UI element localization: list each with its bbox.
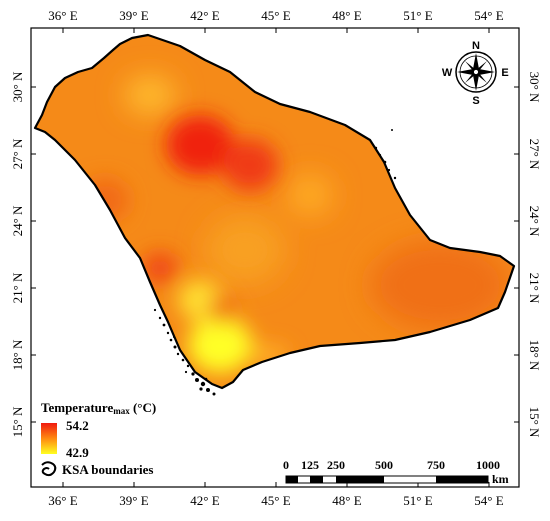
left-lat-label: 27° N xyxy=(10,138,25,169)
scale-label: 250 xyxy=(327,458,345,472)
right-lat-label: 18° N xyxy=(527,340,542,371)
bottom-lon-label: 39° E xyxy=(119,493,148,508)
left-lat-label: 24° N xyxy=(10,205,25,236)
boundary-symbol-icon xyxy=(41,461,57,477)
legend-color-ramp xyxy=(41,423,57,454)
bottom-lon-label: 36° E xyxy=(48,493,77,508)
bottom-lon-label: 51° E xyxy=(403,493,432,508)
compass-e: E xyxy=(501,67,508,79)
right-ticks xyxy=(514,86,519,423)
left-ticks xyxy=(31,86,36,423)
left-lat-label: 15° N xyxy=(10,406,25,437)
left-lat-label: 30° N xyxy=(10,71,25,102)
right-lat-label: 27° N xyxy=(527,139,542,170)
top-lon-label: 51° E xyxy=(403,8,432,23)
right-lat-label: 30° N xyxy=(527,72,542,103)
compass-s: S xyxy=(472,95,479,107)
compass-n: N xyxy=(472,40,480,52)
top-lon-label: 36° E xyxy=(48,8,77,23)
scale-bar: 0 125 250 500 750 1000 km xyxy=(283,458,509,486)
compass-rose: N S E W xyxy=(442,40,509,107)
right-lat-label: 15° N xyxy=(527,407,542,438)
scale-label: 125 xyxy=(301,458,319,472)
top-lon-label: 45° E xyxy=(261,8,290,23)
ksa-boundary xyxy=(33,33,516,390)
scale-label: 500 xyxy=(375,458,393,472)
top-ticks xyxy=(62,28,490,33)
legend-boundary-label: KSA boundaries xyxy=(62,462,153,477)
bottom-lon-label: 48° E xyxy=(332,493,361,508)
coastal-islands xyxy=(153,129,397,396)
legend-title-main: Temperature xyxy=(41,400,113,415)
bottom-lon-label: 54° E xyxy=(474,493,503,508)
compass-w: W xyxy=(442,67,453,79)
legend-min-value: 42.9 xyxy=(66,445,89,460)
scale-label: 750 xyxy=(427,458,445,472)
top-lon-label: 48° E xyxy=(332,8,361,23)
scale-label: 1000 xyxy=(476,458,500,472)
scale-unit: km xyxy=(492,472,509,486)
top-lon-label: 54° E xyxy=(474,8,503,23)
right-lat-label: 21° N xyxy=(527,273,542,304)
legend-title-sub: max xyxy=(113,406,130,416)
top-lon-label: 39° E xyxy=(119,8,148,23)
bottom-lon-label: 42° E xyxy=(190,493,219,508)
legend-title-unit: (°C) xyxy=(130,400,157,415)
legend: Temperaturemax (°C) 54.2 42.9 KSA bounda… xyxy=(41,400,156,477)
top-lon-label: 42° E xyxy=(190,8,219,23)
legend-max-value: 54.2 xyxy=(66,418,89,433)
right-lat-label: 24° N xyxy=(527,206,542,237)
scale-label: 0 xyxy=(283,458,289,472)
left-lat-label: 21° N xyxy=(10,272,25,303)
bottom-lon-label: 45° E xyxy=(261,493,290,508)
left-lat-label: 18° N xyxy=(10,339,25,370)
legend-title: Temperaturemax (°C) xyxy=(41,400,156,416)
